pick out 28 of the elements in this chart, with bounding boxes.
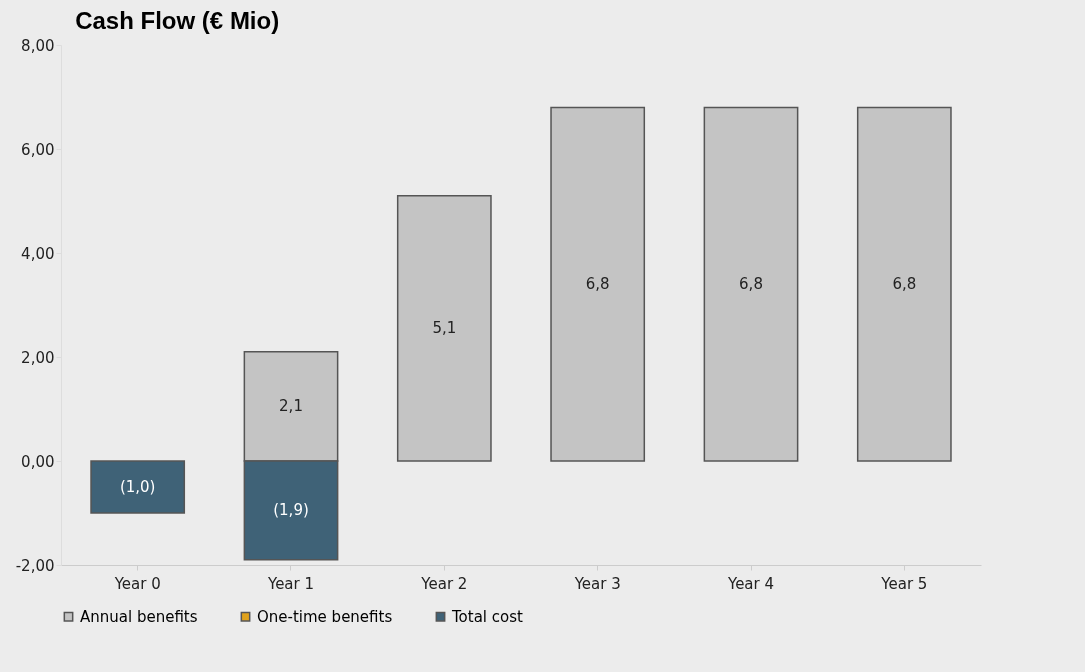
legend-label: Total cost <box>451 607 524 626</box>
bar <box>550 106 646 462</box>
x-tick-label: Year 2 <box>420 574 468 593</box>
y-tick-label: -2,00 <box>15 556 55 575</box>
legend-label: Annual benefits <box>80 607 198 626</box>
data-label: 6,8 <box>585 275 610 294</box>
x-tick-label: Year 5 <box>880 574 928 593</box>
y-tick-label: 4,00 <box>21 244 55 263</box>
bar <box>703 106 799 462</box>
data-label: 5,1 <box>432 319 457 338</box>
bar <box>856 106 952 462</box>
x-tick-label: Year 4 <box>726 574 775 593</box>
y-tick-label: 2,00 <box>21 348 55 367</box>
x-tick-label: Year 0 <box>113 574 161 593</box>
legend-label: One-time benefits <box>257 607 393 626</box>
data-label: (1,0) <box>119 478 156 496</box>
data-label: 6,8 <box>892 275 917 294</box>
data-label: 2,1 <box>279 397 303 416</box>
x-tick-label: Year 3 <box>573 574 621 593</box>
bar <box>396 195 492 462</box>
bar <box>90 460 186 514</box>
data-label: 6,8 <box>739 275 763 294</box>
y-tick-label: 6,00 <box>21 140 55 159</box>
data-label: (1,9) <box>273 501 309 520</box>
y-tick-label: 8,00 <box>21 36 55 55</box>
x-tick-label: Year 1 <box>266 574 315 593</box>
y-tick-label: 0,00 <box>21 452 55 471</box>
chart-title: Cash Flow (€ Mio) <box>75 7 280 34</box>
